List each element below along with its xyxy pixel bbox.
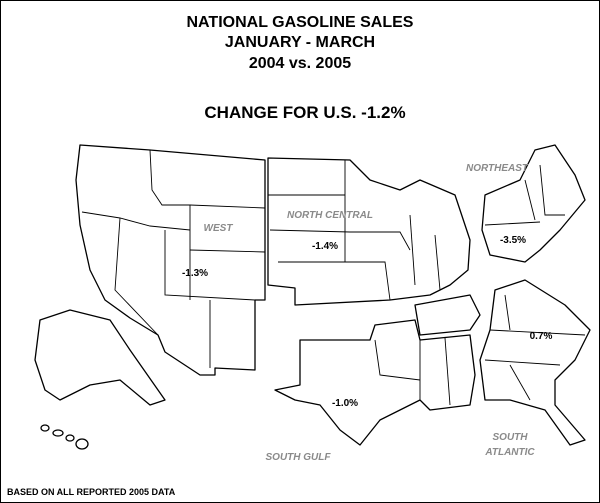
west-region (75, 144, 266, 376)
south-gulf-region (274, 294, 481, 446)
region-change: 0.7% (530, 331, 553, 342)
footnote: BASED ON ALL REPORTED 2005 DATA (7, 487, 176, 497)
region-name: NORTH CENTRAL (287, 210, 373, 221)
region-name: WEST (204, 223, 234, 234)
region-change: -1.0% (332, 398, 358, 409)
region-name: ATLANTIC (484, 447, 535, 458)
headline: CHANGE FOR U.S. -1.2% (204, 103, 405, 122)
title-line: 2004 vs. 2005 (249, 55, 351, 72)
alaska (34, 309, 166, 450)
northeast-region (481, 144, 586, 263)
region-change: -1.4% (312, 241, 338, 252)
title-line: NATIONAL GASOLINE SALES (187, 14, 414, 31)
region-name: SOUTH GULF (266, 452, 332, 463)
region-name: SOUTH (493, 432, 529, 443)
region-name: NORTHEAST (466, 163, 529, 174)
title-line: JANUARY - MARCH (225, 34, 375, 51)
region-change: -3.5% (500, 235, 526, 246)
south-atlantic-region (479, 279, 591, 446)
region-change: -1.3% (182, 268, 208, 279)
north-central-region (267, 157, 471, 306)
